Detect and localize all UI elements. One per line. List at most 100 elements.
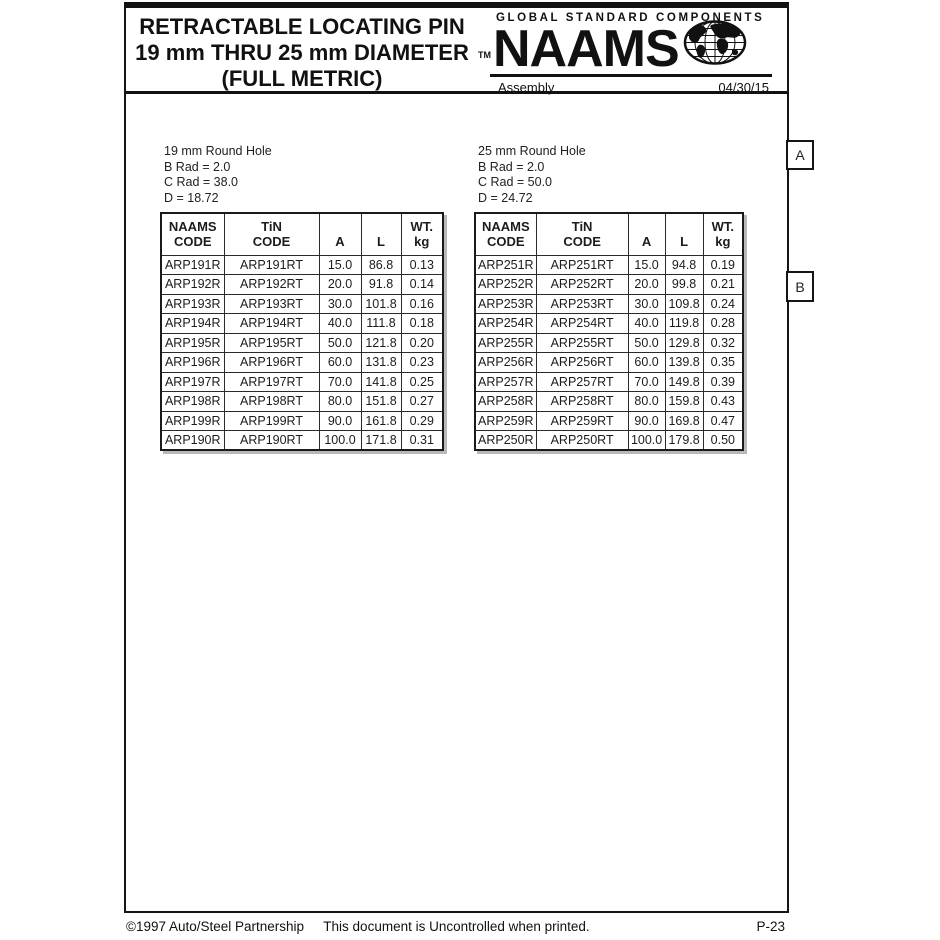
table-cell: 179.8 <box>664 430 704 451</box>
table-cell: ARP197RT <box>223 371 320 392</box>
spec-intro-25mm: 25 mm Round Hole B Rad = 2.0 C Rad = 50.… <box>478 144 744 206</box>
table-cell: ARP258RT <box>535 391 629 412</box>
spec-table-25mm: NAAMS CODE TiN CODE A L WT. kg ARP251R ARP251… <box>474 212 745 451</box>
page-title: RETRACTABLE LOCATING PIN 19 mm THRU 25 m… <box>126 14 478 92</box>
table-cell: ARP199R <box>160 410 225 431</box>
table-cell: 0.27 <box>400 391 444 412</box>
table-cell: ARP195RT <box>223 332 320 353</box>
table-cell: 0.43 <box>702 391 744 412</box>
table-row: ARP193R ARP193RT 30.0 101.8 0.16 <box>160 293 444 314</box>
table-cell: ARP197R <box>160 371 225 392</box>
spec-panel-19mm: 19 mm Round Hole B Rad = 2.0 C Rad = 38.… <box>160 144 444 451</box>
column-header: A <box>627 212 666 256</box>
table-row: ARP251R ARP251RT 15.0 94.8 0.19 <box>474 254 744 275</box>
table-cell: 139.8 <box>664 352 704 373</box>
table-cell: 131.8 <box>360 352 402 373</box>
table-cell: 171.8 <box>360 430 402 451</box>
table-cell: ARP198R <box>160 391 225 412</box>
brand-tagline: GLOBAL STANDARD COMPONENTS <box>496 12 765 24</box>
table-cell: 99.8 <box>664 274 704 295</box>
table-cell: 121.8 <box>360 332 402 353</box>
table-header-row: NAAMS CODE TiN CODE A L WT. kg <box>160 212 444 256</box>
table-cell: ARP251R <box>474 254 537 275</box>
table-cell: 151.8 <box>360 391 402 412</box>
naams-wordmark: NAAMS <box>493 20 680 78</box>
table-cell: 0.16 <box>400 293 444 314</box>
column-header: NAAMS CODE <box>474 212 537 256</box>
table-cell: 0.28 <box>702 313 744 334</box>
table-cell: ARP250R <box>474 430 537 451</box>
intro-line: C Rad = 50.0 <box>478 175 553 189</box>
table-cell: ARP192R <box>160 274 225 295</box>
table-cell: 90.0 <box>318 410 362 431</box>
table-cell: ARP256RT <box>535 352 629 373</box>
table-cell: 169.8 <box>664 410 704 431</box>
table-cell: 0.35 <box>702 352 744 373</box>
intro-line: 25 mm Round Hole <box>478 144 586 158</box>
document-header: RETRACTABLE LOCATING PIN 19 mm THRU 25 m… <box>126 8 787 95</box>
title-line-1: RETRACTABLE LOCATING PIN <box>139 14 465 39</box>
table-cell: ARP198RT <box>223 391 320 412</box>
column-header: TiN CODE <box>535 212 629 256</box>
table-cell: 0.24 <box>702 293 744 314</box>
table-cell: ARP254RT <box>535 313 629 334</box>
table-cell: 0.20 <box>400 332 444 353</box>
intro-line: D = 24.72 <box>478 190 533 205</box>
spec-table-19mm: NAAMS CODE TiN CODE A L WT. kg ARP191R ARP191… <box>160 212 444 451</box>
table-cell: 0.18 <box>400 313 444 334</box>
intro-line: 19 mm Round Hole <box>164 144 272 158</box>
table-cell: ARP199RT <box>223 410 320 431</box>
table-cell: 100.0 <box>318 430 362 451</box>
table-cell: 15.0 <box>318 254 362 275</box>
table-cell: 0.29 <box>400 410 444 431</box>
table-row: ARP255R ARP255RT 50.0 129.8 0.32 <box>474 332 744 353</box>
globe-icon <box>683 20 747 70</box>
table-row: ARP198R ARP198RT 80.0 151.8 0.27 <box>160 391 444 412</box>
table-row: ARP258R ARP258RT 80.0 159.8 0.43 <box>474 391 744 412</box>
margin-marker-b: B <box>786 271 814 302</box>
table-cell: ARP252R <box>474 274 537 295</box>
table-row: ARP197R ARP197RT 70.0 141.8 0.25 <box>160 371 444 392</box>
table-cell: 0.25 <box>400 371 444 392</box>
table-cell: ARP254R <box>474 313 537 334</box>
table-cell: 0.50 <box>702 430 744 451</box>
table-row: ARP256R ARP256RT 60.0 139.8 0.35 <box>474 352 744 373</box>
table-cell: 129.8 <box>664 332 704 353</box>
table-cell: ARP257RT <box>535 371 629 392</box>
table-cell: ARP251RT <box>535 254 629 275</box>
table-cell: 86.8 <box>360 254 402 275</box>
table-cell: 40.0 <box>627 313 666 334</box>
table-cell: ARP250RT <box>535 430 629 451</box>
table-cell: ARP252RT <box>535 274 629 295</box>
table-cell: 0.21 <box>702 274 744 295</box>
table-cell: 30.0 <box>318 293 362 314</box>
table-cell: ARP194RT <box>223 313 320 334</box>
table-cell: 0.19 <box>702 254 744 275</box>
table-cell: ARP196R <box>160 352 225 373</box>
table-row: ARP259R ARP259RT 90.0 169.8 0.47 <box>474 410 744 431</box>
table-cell: ARP255R <box>474 332 537 353</box>
footer-notice: This document is Uncontrolled when print… <box>323 919 590 934</box>
table-cell: 0.23 <box>400 352 444 373</box>
margin-marker-a: A <box>786 140 814 170</box>
footer-page-number: P-23 <box>756 919 785 934</box>
table-header-row: NAAMS CODE TiN CODE A L WT. kg <box>474 212 744 256</box>
table-row: ARP192R ARP192RT 20.0 91.8 0.14 <box>160 274 444 295</box>
table-cell: ARP253R <box>474 293 537 314</box>
table-cell: 0.47 <box>702 410 744 431</box>
table-row: ARP253R ARP253RT 30.0 109.8 0.24 <box>474 293 744 314</box>
table-cell: 60.0 <box>318 352 362 373</box>
intro-line: B Rad = 2.0 <box>164 159 231 174</box>
table-cell: 70.0 <box>318 371 362 392</box>
table-cell: 0.31 <box>400 430 444 451</box>
table-cell: ARP256R <box>474 352 537 373</box>
table-cell: 15.0 <box>627 254 666 275</box>
table-row: ARP250R ARP250RT 100.0 179.8 0.50 <box>474 430 744 451</box>
title-line-2: 19 mm THRU 25 mm DIAMETER <box>135 40 469 65</box>
table-cell: 80.0 <box>318 391 362 412</box>
table-cell: ARP190RT <box>223 430 320 451</box>
spec-intro-19mm: 19 mm Round Hole B Rad = 2.0 C Rad = 38.… <box>164 144 444 206</box>
table-cell: ARP194R <box>160 313 225 334</box>
table-cell: ARP193RT <box>223 293 320 314</box>
column-header: WT. kg <box>400 212 444 256</box>
